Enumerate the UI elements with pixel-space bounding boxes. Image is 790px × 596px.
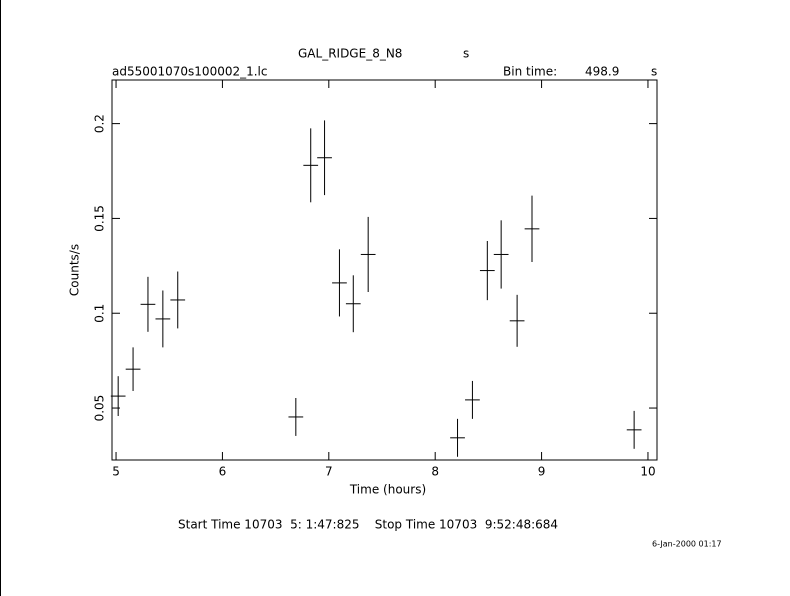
y-tick-label: 0.15	[93, 205, 107, 232]
y-tick-label: 0.1	[93, 304, 107, 323]
bin-time: 498.9	[585, 65, 619, 79]
y-axis-label: Counts/s	[68, 244, 82, 296]
y-tick-label: 0.2	[93, 114, 107, 133]
chart-title: GAL_RIDGE_8_N8	[298, 47, 402, 61]
x-tick-label: 10	[640, 465, 655, 479]
title-unit: s	[463, 47, 469, 61]
file-name: ad55001070s100002_1.lc	[112, 65, 268, 79]
x-tick-label: 5	[112, 465, 120, 479]
x-tick-label: 8	[431, 465, 439, 479]
y-tick-label: 0.05	[93, 395, 107, 422]
plot-frame	[111, 79, 658, 461]
x-tick-label: 6	[219, 465, 227, 479]
footer: Start Time 10703 5: 1:47:825 Stop Time 1…	[178, 518, 558, 532]
bin-time-unit: s	[651, 65, 657, 79]
x-tick-label: 9	[538, 465, 546, 479]
x-tick-label: 7	[325, 465, 333, 479]
x-axis-label: Time (hours)	[349, 483, 426, 497]
date-stamp: 6-Jan-2000 01:17	[652, 540, 722, 549]
bin-time-label: Bin time:	[503, 65, 557, 79]
